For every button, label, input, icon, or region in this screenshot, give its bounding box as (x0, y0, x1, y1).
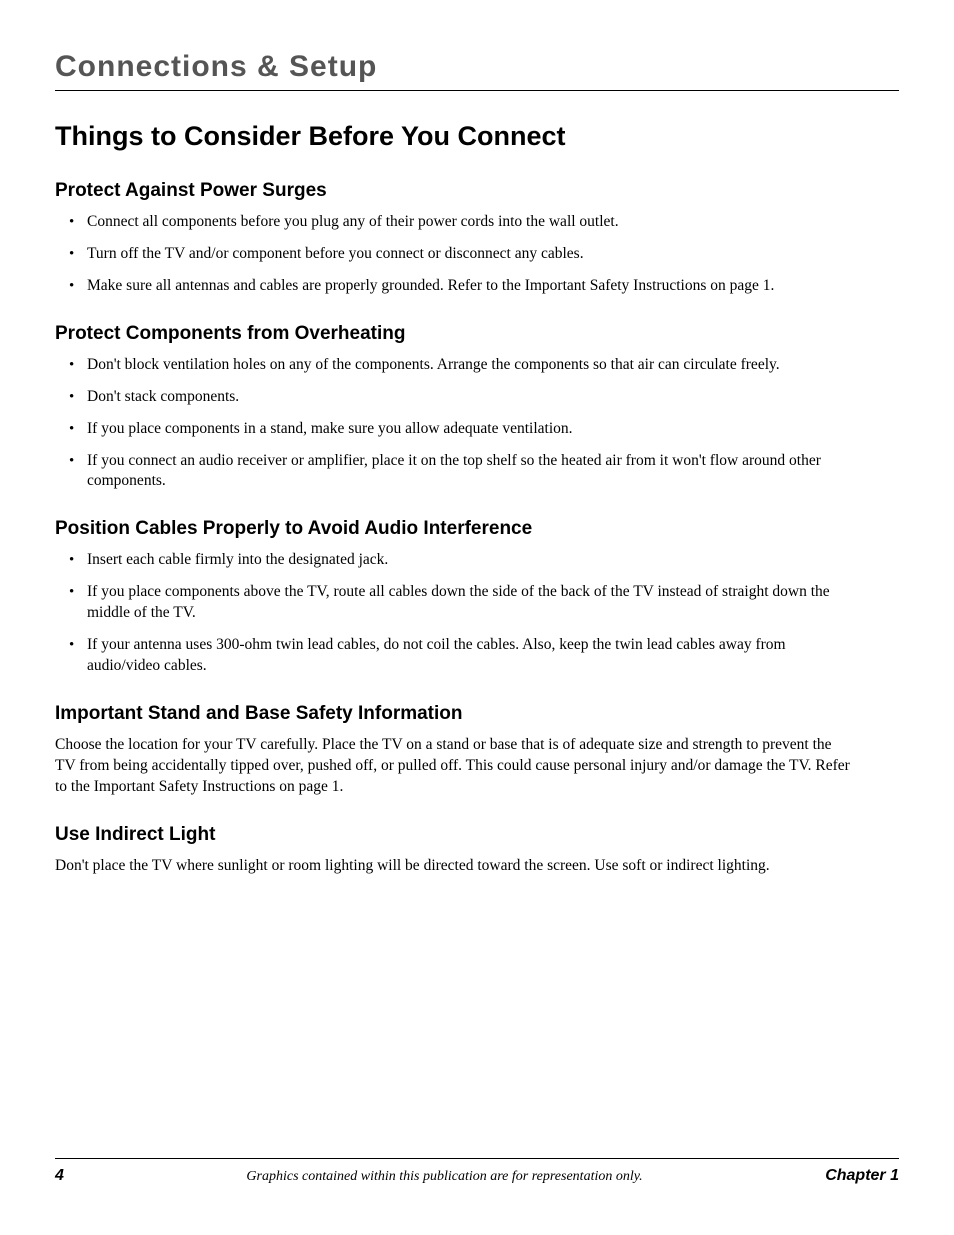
list-item: Connect all components before you plug a… (87, 212, 899, 233)
subsection-heading: Protect Against Power Surges (55, 180, 899, 202)
subsection-heading: Protect Components from Overheating (55, 323, 899, 345)
list-item: If your antenna uses 300-ohm twin lead c… (87, 635, 899, 677)
page-title: Things to Consider Before You Connect (55, 121, 899, 152)
subsection-heading: Use Indirect Light (55, 824, 899, 846)
body-paragraph: Don't place the TV where sunlight or roo… (55, 856, 899, 877)
bullet-list: Insert each cable firmly into the design… (55, 550, 899, 677)
bullet-list: Connect all components before you plug a… (55, 212, 899, 297)
list-item: Turn off the TV and/or component before … (87, 244, 899, 265)
page-footer: 4 Graphics contained within this publica… (55, 1158, 899, 1185)
list-item: If you place components in a stand, make… (87, 419, 899, 440)
footer-note: Graphics contained within this publicati… (64, 1169, 825, 1185)
list-item: Don't block ventilation holes on any of … (87, 355, 899, 376)
chapter-reference: Chapter 1 (825, 1167, 899, 1185)
subsection-heading: Important Stand and Base Safety Informat… (55, 703, 899, 725)
chapter-header: Connections & Setup (55, 50, 899, 91)
bullet-list: Don't block ventilation holes on any of … (55, 355, 899, 493)
list-item: If you place components above the TV, ro… (87, 582, 899, 624)
subsection-heading: Position Cables Properly to Avoid Audio … (55, 518, 899, 540)
list-item: Make sure all antennas and cables are pr… (87, 276, 899, 297)
list-item: Insert each cable firmly into the design… (87, 550, 899, 571)
body-paragraph: Choose the location for your TV carefull… (55, 735, 899, 798)
list-item: If you connect an audio receiver or ampl… (87, 451, 899, 493)
list-item: Don't stack components. (87, 387, 899, 408)
page-number: 4 (55, 1167, 64, 1185)
